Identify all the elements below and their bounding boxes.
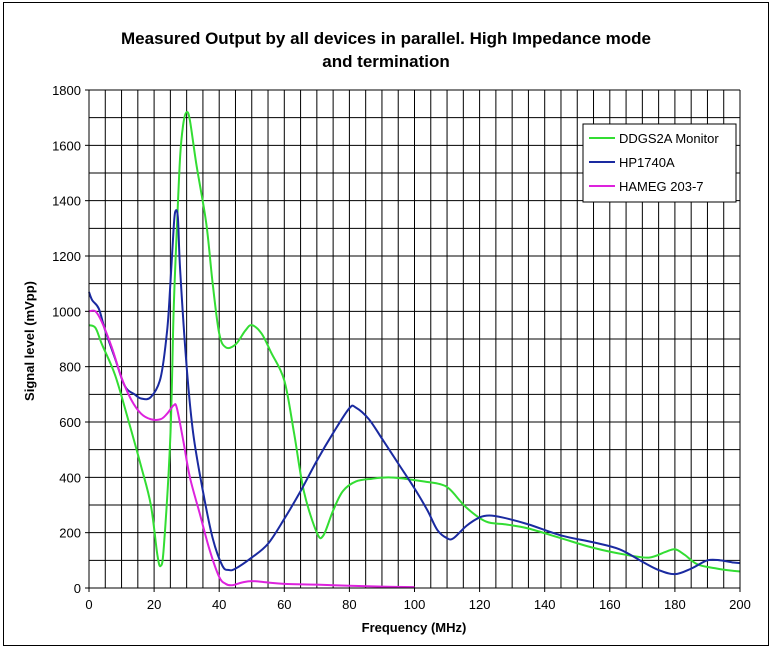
x-tick-label: 0 [85,597,92,612]
x-tick-label: 20 [147,597,161,612]
x-tick-label: 60 [277,597,291,612]
x-tick-label: 180 [664,597,686,612]
y-tick-label: 1800 [52,83,81,98]
chart: Measured Output by all devices in parall… [22,29,751,635]
y-tick-label: 200 [59,526,81,541]
x-tick-label: 160 [599,597,621,612]
legend-label-hameg-203-7: HAMEG 203-7 [619,179,704,194]
y-tick-label: 400 [59,470,81,485]
legend: DDGS2A Monitor HP1740A HAMEG 203-7 [582,123,737,203]
series-line-hameg-203-7 [88,309,415,589]
y-tick-labels: 0 200 400 600 800 1000 1200 1400 1600 1800 [52,83,81,596]
x-tick-label: 140 [534,597,556,612]
x-tick-label: 80 [342,597,356,612]
y-axis-title: Signal level (mVpp) [22,281,37,401]
y-tick-label: 1200 [52,249,81,264]
y-tick-label: 800 [59,360,81,375]
chart-title-line-2: and termination [322,52,450,71]
axes [85,89,741,592]
x-tick-label: 100 [404,597,426,612]
chart-title-line-1: Measured Output by all devices in parall… [121,29,651,48]
legend-label-ddgs2a-monitor: DDGS2A Monitor [619,131,719,146]
x-tick-label: 120 [469,597,491,612]
chart-frame: Measured Output by all devices in parall… [3,2,769,646]
series-line-hp1740a [88,209,741,576]
y-tick-label: 600 [59,415,81,430]
x-tick-labels: 0 20 40 60 80 100 120 140 160 180 200 [85,597,750,612]
y-tick-label: 1000 [52,304,81,319]
grid [89,89,740,588]
y-tick-label: 1400 [52,194,81,209]
x-axis-title: Frequency (MHz) [362,620,467,635]
series-line-ddgs2a-monitor [88,110,741,573]
y-tick-label: 1600 [52,138,81,153]
y-tick-label: 0 [74,581,81,596]
legend-label-hp1740a: HP1740A [619,155,675,170]
series-layer [88,110,741,589]
x-tick-label: 200 [729,597,751,612]
x-tick-label: 40 [212,597,226,612]
